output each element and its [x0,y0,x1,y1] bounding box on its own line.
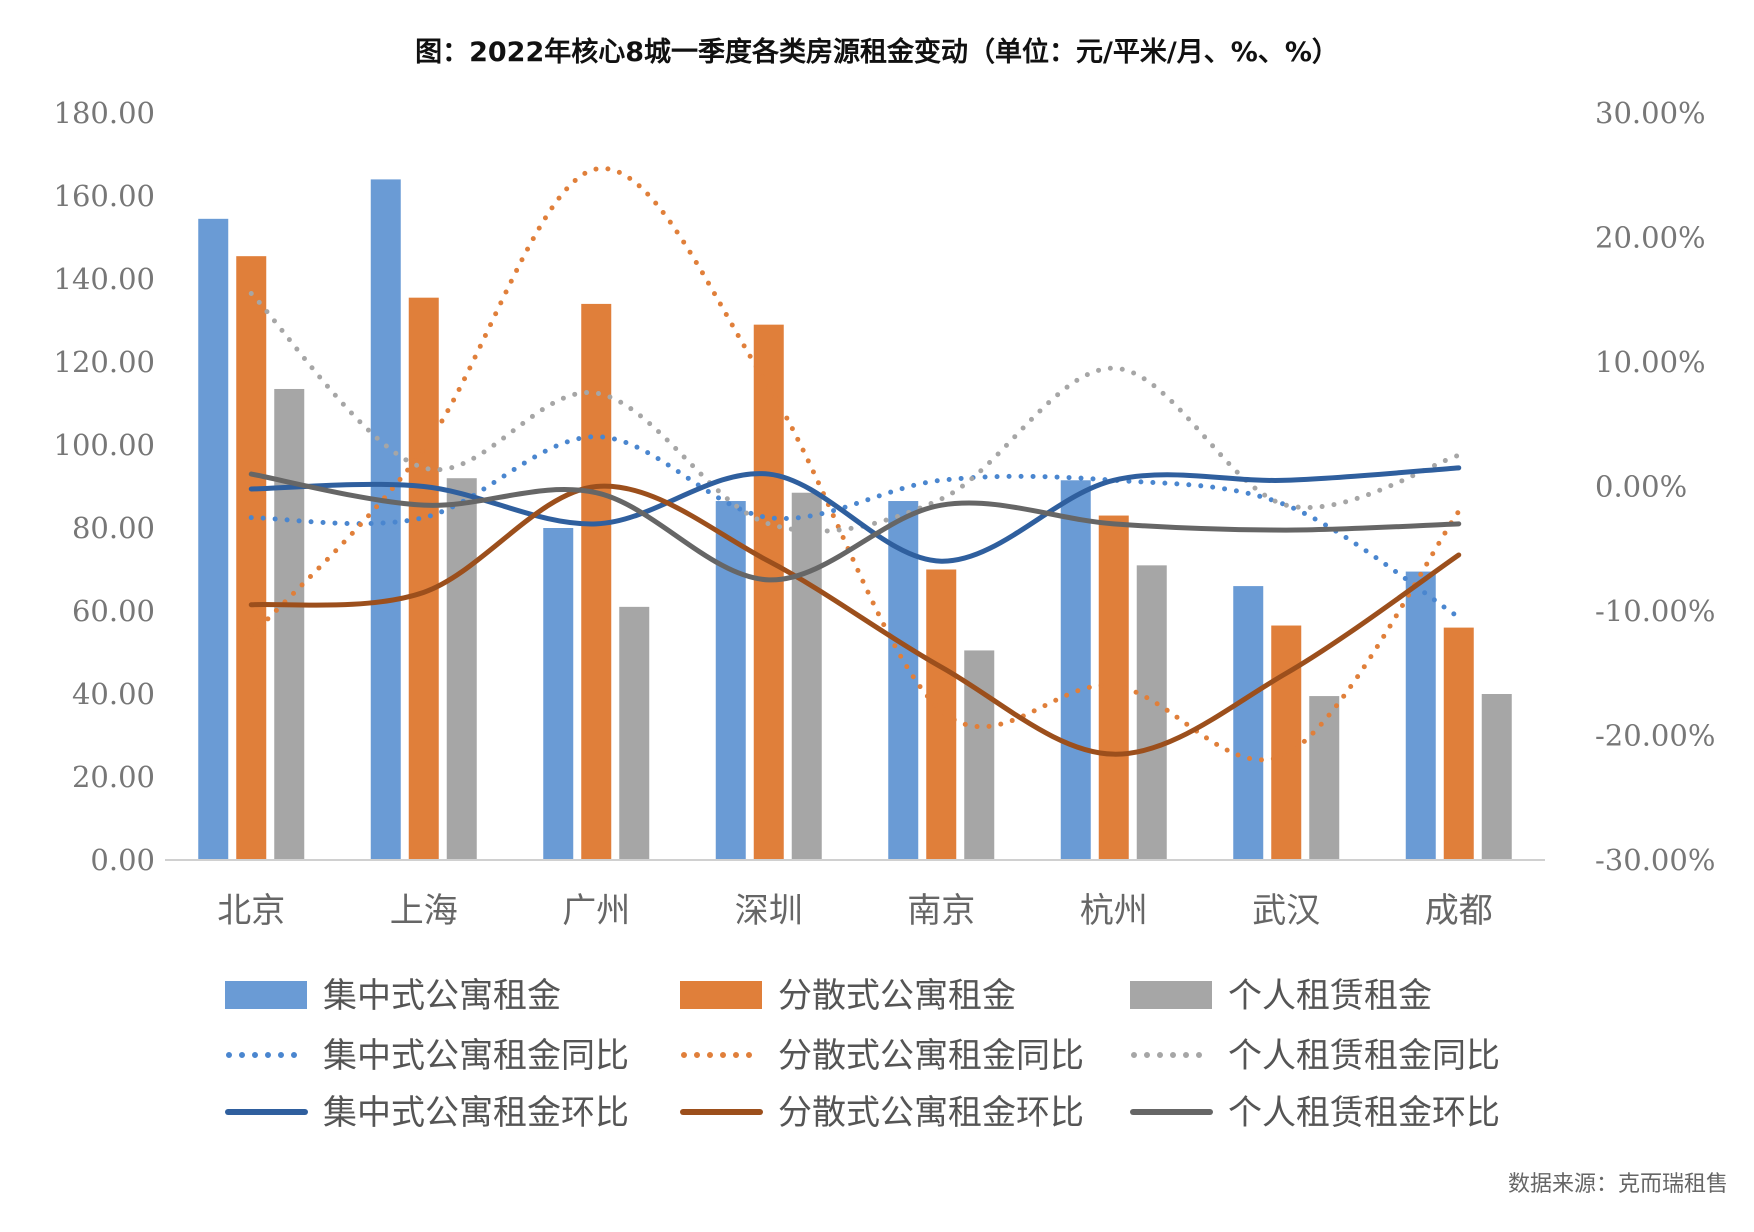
chart-title: 图：2022年核心8城一季度各类房源租金变动（单位：元/平米/月、%、%） [415,37,1339,68]
y-left-tick-label: 100.00 [54,428,155,462]
y-right-tick-label: 20.00% [1595,221,1706,255]
y-left-tick-label: 20.00 [72,760,155,794]
y-right-tick-label: -20.00% [1595,719,1715,753]
legend-label: 集中式公寓租金同比 [323,1036,629,1076]
y-right-tick-label: -30.00% [1595,843,1715,877]
series-line [248,471,1462,583]
y-right-tick-label: 30.00% [1595,96,1706,130]
series-line [248,291,1462,534]
series-line [248,434,1462,620]
legend-label: 分散式公寓租金 [778,976,1016,1016]
category-label: 南京 [907,891,975,931]
bar [543,528,574,860]
bar [753,324,784,860]
bar [888,501,919,860]
y-left-tick-label: 40.00 [72,677,155,711]
legend-label: 分散式公寓租金环比 [778,1093,1084,1133]
bar [198,218,229,860]
legend-label: 分散式公寓租金同比 [778,1036,1084,1076]
bar [1271,625,1302,860]
category-label: 深圳 [735,891,803,931]
bar [1481,694,1512,860]
category-label: 广州 [562,891,630,931]
category-label: 杭州 [1080,891,1148,931]
bar [1060,480,1091,860]
legend-label: 个人租赁租金环比 [1228,1093,1500,1133]
legend-label: 集中式公寓租金环比 [323,1093,629,1133]
series-line [248,483,1462,757]
category-label: 上海 [390,891,458,931]
y-left-tick-label: 160.00 [54,179,155,213]
bar [926,569,957,860]
y-left-tick-label: 80.00 [72,511,155,545]
bar [1309,696,1340,860]
legend-label: 集中式公寓租金 [323,976,561,1016]
bar [408,297,439,860]
bar [446,478,477,860]
legend-label: 个人租赁租金 [1228,976,1432,1016]
y-left-tick-label: 0.00 [90,843,155,877]
bar [715,501,746,860]
y-right-tick-label: 10.00% [1595,345,1706,379]
legend-swatch [225,981,307,1009]
y-left-tick-label: 140.00 [54,262,155,296]
bar [791,492,822,860]
y-left-tick-label: 180.00 [54,96,155,130]
source-note: 数据来源：克而瑞租售 [1507,1172,1728,1197]
legend-label: 个人租赁租金同比 [1228,1036,1500,1076]
bar [581,303,612,860]
bar [1405,571,1436,860]
y-right-tick-label: 0.00% [1595,470,1687,504]
bar [1233,586,1264,860]
series-line [248,465,1462,564]
series-line [248,166,1462,763]
y-left-tick-label: 60.00 [72,594,155,628]
bar [370,179,401,860]
legend-swatch [680,981,762,1009]
category-label: 成都 [1425,891,1493,931]
bar [274,388,305,860]
category-label: 北京 [217,891,285,931]
bar [1443,627,1474,860]
y-left-tick-label: 120.00 [54,345,155,379]
bar [1136,565,1167,860]
y-right-tick-label: -10.00% [1595,594,1715,628]
bar [619,606,650,860]
bar [236,256,267,860]
legend-swatch [1130,981,1212,1009]
category-label: 武汉 [1252,891,1320,931]
